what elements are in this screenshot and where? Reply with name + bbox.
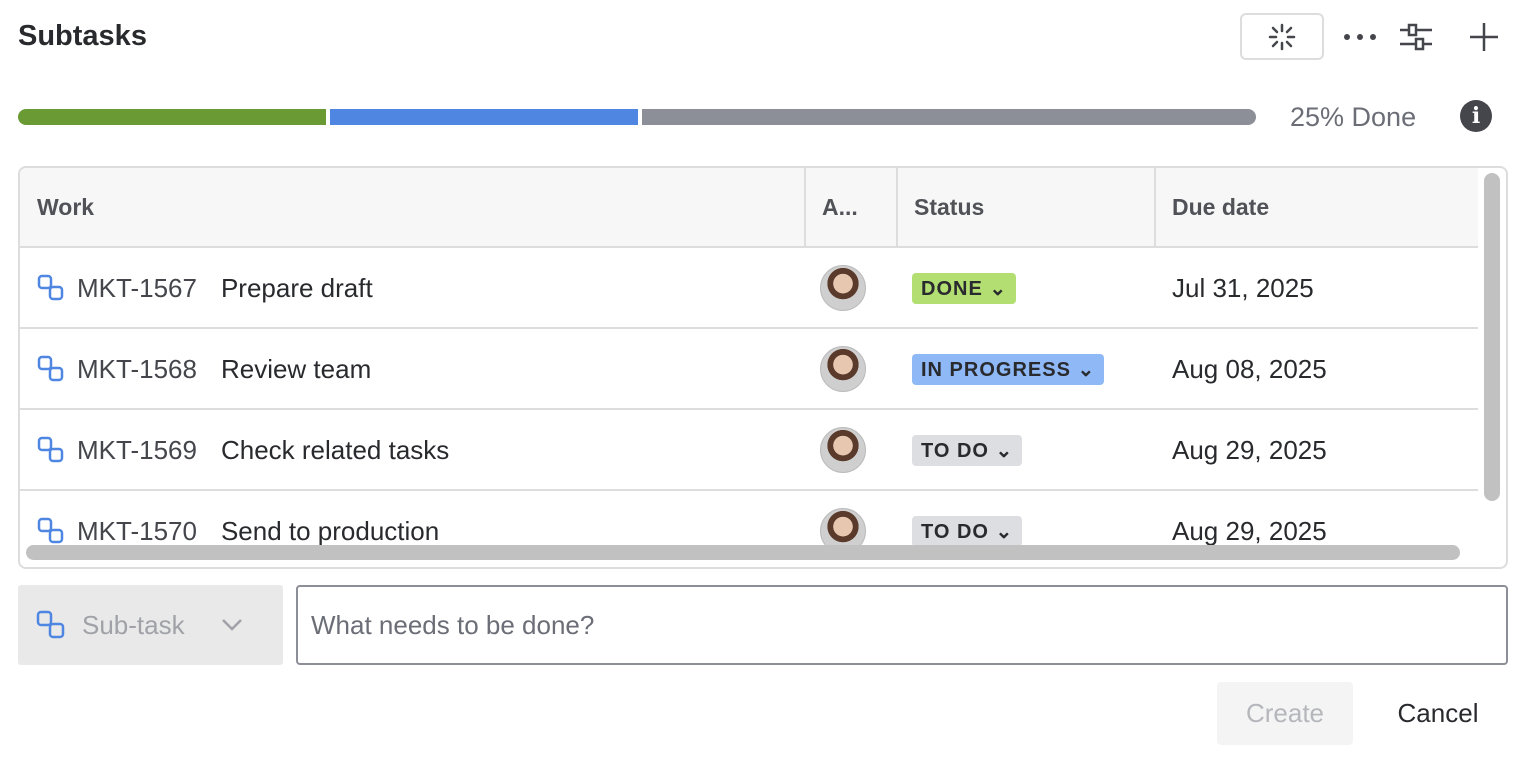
- avatar[interactable]: [820, 427, 866, 473]
- plus-icon: [1470, 23, 1498, 51]
- subtask-icon: [36, 610, 65, 639]
- more-icon: [1344, 34, 1376, 40]
- status-label: TO DO: [921, 439, 989, 462]
- progress-done-segment: [18, 109, 326, 125]
- avatar[interactable]: [820, 265, 866, 311]
- chevron-down-icon: ⌄: [989, 277, 1008, 300]
- work-type-select[interactable]: Sub-task: [18, 585, 283, 665]
- due-date: Jul 31, 2025: [1172, 272, 1314, 303]
- settings-sliders-icon: [1400, 23, 1432, 51]
- work-item-summary[interactable]: Check related tasks: [220, 434, 450, 465]
- due-date: Aug 29, 2025: [1172, 434, 1327, 465]
- work-item-key[interactable]: MKT-1569: [77, 434, 197, 465]
- column-header-assignee[interactable]: A...: [805, 168, 897, 248]
- work-type-label: Sub-task: [82, 609, 185, 640]
- table-row[interactable]: MKT-1570 Send to production TO DO ⌄ Aug 2…: [20, 491, 1478, 567]
- summary-input[interactable]: [296, 585, 1508, 665]
- progress-in-progress-segment: [330, 109, 638, 125]
- configure-button[interactable]: [1394, 15, 1438, 59]
- cancel-button[interactable]: Cancel: [1370, 682, 1506, 745]
- chevron-down-icon: ⌄: [995, 520, 1014, 543]
- subtasks-table: Work A... Status Due date MKT-1567 Prepar…: [18, 166, 1508, 569]
- work-item-key[interactable]: MKT-1570: [77, 515, 197, 546]
- status-label: DONE: [921, 277, 983, 300]
- work-item-key[interactable]: MKT-1567: [77, 272, 197, 303]
- due-date: Aug 29, 2025: [1172, 515, 1327, 546]
- table-row[interactable]: MKT-1568 Review team IN PROGRESS ⌄ Aug 08…: [20, 329, 1478, 410]
- vertical-scrollbar[interactable]: [1484, 173, 1500, 501]
- info-icon[interactable]: i: [1460, 100, 1492, 132]
- work-item-summary[interactable]: Send to production: [220, 515, 440, 546]
- work-item-key[interactable]: MKT-1568: [77, 353, 197, 384]
- subtask-icon: [37, 517, 64, 544]
- avatar[interactable]: [820, 346, 866, 392]
- subtask-icon: [37, 274, 64, 301]
- status-dropdown[interactable]: DONE ⌄: [912, 272, 1017, 304]
- chevron-down-icon: ⌄: [1077, 358, 1096, 381]
- subtask-icon: [37, 436, 64, 463]
- ai-sparkle-icon: [1268, 23, 1296, 50]
- due-date: Aug 08, 2025: [1172, 353, 1327, 384]
- status-label: IN PROGRESS: [921, 358, 1071, 381]
- chevron-down-icon: ⌄: [995, 439, 1014, 462]
- table-row[interactable]: MKT-1567 Prepare draft DONE ⌄ Jul 31, 202…: [20, 248, 1478, 329]
- chevron-down-icon: [221, 619, 242, 631]
- page-title: Subtasks: [18, 20, 147, 52]
- add-subtask-button[interactable]: [1462, 15, 1506, 59]
- column-header-due-date[interactable]: Due date: [1155, 168, 1478, 248]
- column-header-work[interactable]: Work: [20, 168, 805, 248]
- more-button[interactable]: [1338, 15, 1382, 59]
- column-header-status[interactable]: Status: [897, 168, 1155, 248]
- work-item-summary[interactable]: Review team: [220, 353, 372, 384]
- table-row[interactable]: MKT-1569 Check related tasks TO DO ⌄ Aug …: [20, 410, 1478, 491]
- status-dropdown[interactable]: TO DO ⌄: [912, 515, 1023, 547]
- work-item-summary[interactable]: Prepare draft: [220, 272, 373, 303]
- subtask-icon: [37, 355, 64, 382]
- status-dropdown[interactable]: TO DO ⌄: [912, 434, 1023, 466]
- horizontal-scrollbar[interactable]: [26, 545, 1460, 560]
- progress-todo-segment: [642, 109, 1256, 125]
- status-dropdown[interactable]: IN PROGRESS ⌄: [912, 353, 1105, 385]
- ai-button[interactable]: [1240, 13, 1324, 60]
- status-label: TO DO: [921, 520, 989, 543]
- progress-label: 25% Done: [1290, 102, 1417, 132]
- create-button[interactable]: Create: [1217, 682, 1353, 745]
